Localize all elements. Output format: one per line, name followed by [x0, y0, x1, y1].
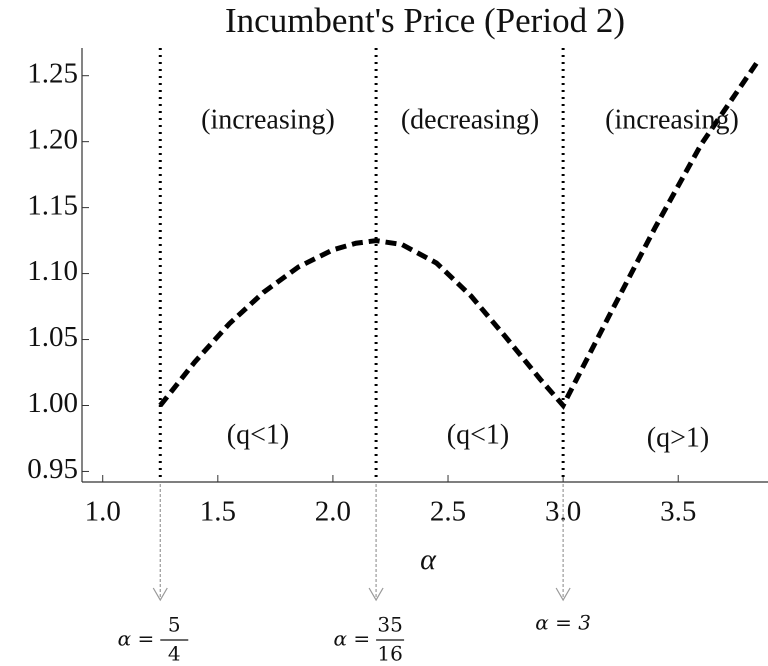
chart-title: Incumbent's Price (Period 2): [225, 1, 625, 40]
annotation: (q>1): [647, 422, 709, 453]
marker-label: 35: [377, 613, 402, 637]
annotation: (q<1): [447, 419, 509, 450]
marker-arrowhead: [368, 587, 384, 602]
marker-label: α = 3: [535, 611, 591, 635]
y-tick-label: 1.25: [27, 57, 78, 89]
y-tick-label: 1.20: [27, 123, 78, 155]
marker-label: α =: [118, 627, 155, 651]
price-line: [158, 58, 761, 410]
annotation: (q<1): [227, 419, 289, 450]
annotation: (increasing): [201, 104, 335, 135]
y-tick-label: 1.05: [27, 321, 78, 353]
annotation: (decreasing): [401, 104, 539, 135]
y-tick-label: 0.95: [27, 453, 78, 485]
marker-label: 16: [377, 642, 402, 666]
marker-label: 4: [168, 642, 181, 666]
y-tick-label: 1.00: [27, 387, 78, 419]
marker-label: 5: [168, 613, 181, 637]
marker-arrowhead: [555, 587, 571, 602]
x-tick-label: 3.5: [660, 496, 696, 528]
x-tick-label: 1.5: [200, 496, 236, 528]
annotation: (increasing): [605, 104, 739, 135]
x-axis-label: α: [420, 543, 437, 576]
y-tick-label: 1.10: [27, 255, 78, 287]
x-tick-label: 2.0: [315, 496, 351, 528]
marker-label: α =: [333, 627, 370, 651]
y-tick-label: 1.15: [27, 189, 78, 221]
x-tick-label: 1.0: [85, 496, 121, 528]
marker-arrowhead: [152, 587, 168, 602]
x-tick-label: 2.5: [430, 496, 466, 528]
